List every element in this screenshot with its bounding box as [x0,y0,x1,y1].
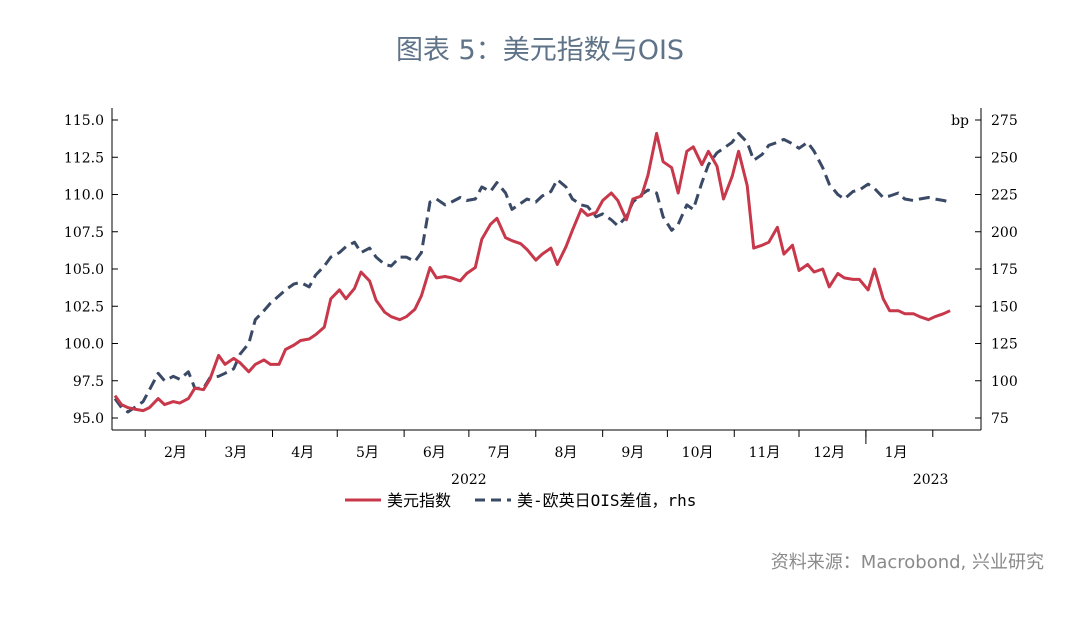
y-right-unit-label: bp [951,113,969,129]
y-right-tick-label: 150 [991,299,1018,315]
x-month-label: 5月 [356,445,379,461]
y-left-tick-label: 102.5 [64,299,104,315]
y-right-tick-label: 275 [991,113,1018,129]
y-left-tick-label: 115.0 [64,113,104,129]
chart-title: 图表 5：美元指数与OIS [395,35,685,66]
series-layer [113,131,951,414]
y-right-tick-label: 250 [991,150,1018,166]
x-month-label: 4月 [291,445,314,461]
y-left-tick-label: 95.0 [73,411,104,427]
y-left-tick-label: 105.0 [64,262,104,278]
x-year-label: 2023 [913,472,949,488]
series-dollar-index-line [113,131,951,413]
y-right-tick-label: 125 [991,337,1018,353]
legend-label: 美元指数 [387,491,451,510]
source-note: 资料来源：Macrobond, 兴业研究 [770,552,1044,573]
y-right-tick-label: 175 [991,262,1018,278]
x-month-label: 10月 [682,445,714,461]
x-month-label: 9月 [621,445,644,461]
y-left-tick-label: 110.0 [64,188,104,204]
x-year-label: 2022 [451,472,487,488]
y-left-tick-label: 100.0 [64,337,104,353]
x-month-label: 3月 [224,445,247,461]
series-ois-spread-line [113,131,951,414]
y-right-tick-label: 100 [991,374,1018,390]
y-left-tick-label: 107.5 [64,225,104,241]
x-month-label: 1月 [885,445,908,461]
y-right-tick-label: 225 [991,188,1018,204]
y-left-tick-label: 112.5 [64,150,104,166]
legend: 美元指数 美-欧英日OIS差值，rhs [345,491,696,510]
x-month-label: 6月 [423,445,446,461]
axes: 95.0 97.5 100.0 102.5 105.0 107.5 110.0 112.5 11… [64,108,1018,488]
x-month-label: 7月 [488,445,511,461]
y-right-tick-label: 75 [991,411,1009,427]
y-right-tick-label: 200 [991,225,1018,241]
legend-label: 美-欧英日OIS差值，rhs [517,491,696,510]
x-month-label: 12月 [813,445,845,461]
y-left-tick-label: 97.5 [73,374,104,390]
x-month-label: 2月 [164,445,187,461]
x-month-label: 8月 [555,445,578,461]
x-month-label: 11月 [749,445,781,461]
